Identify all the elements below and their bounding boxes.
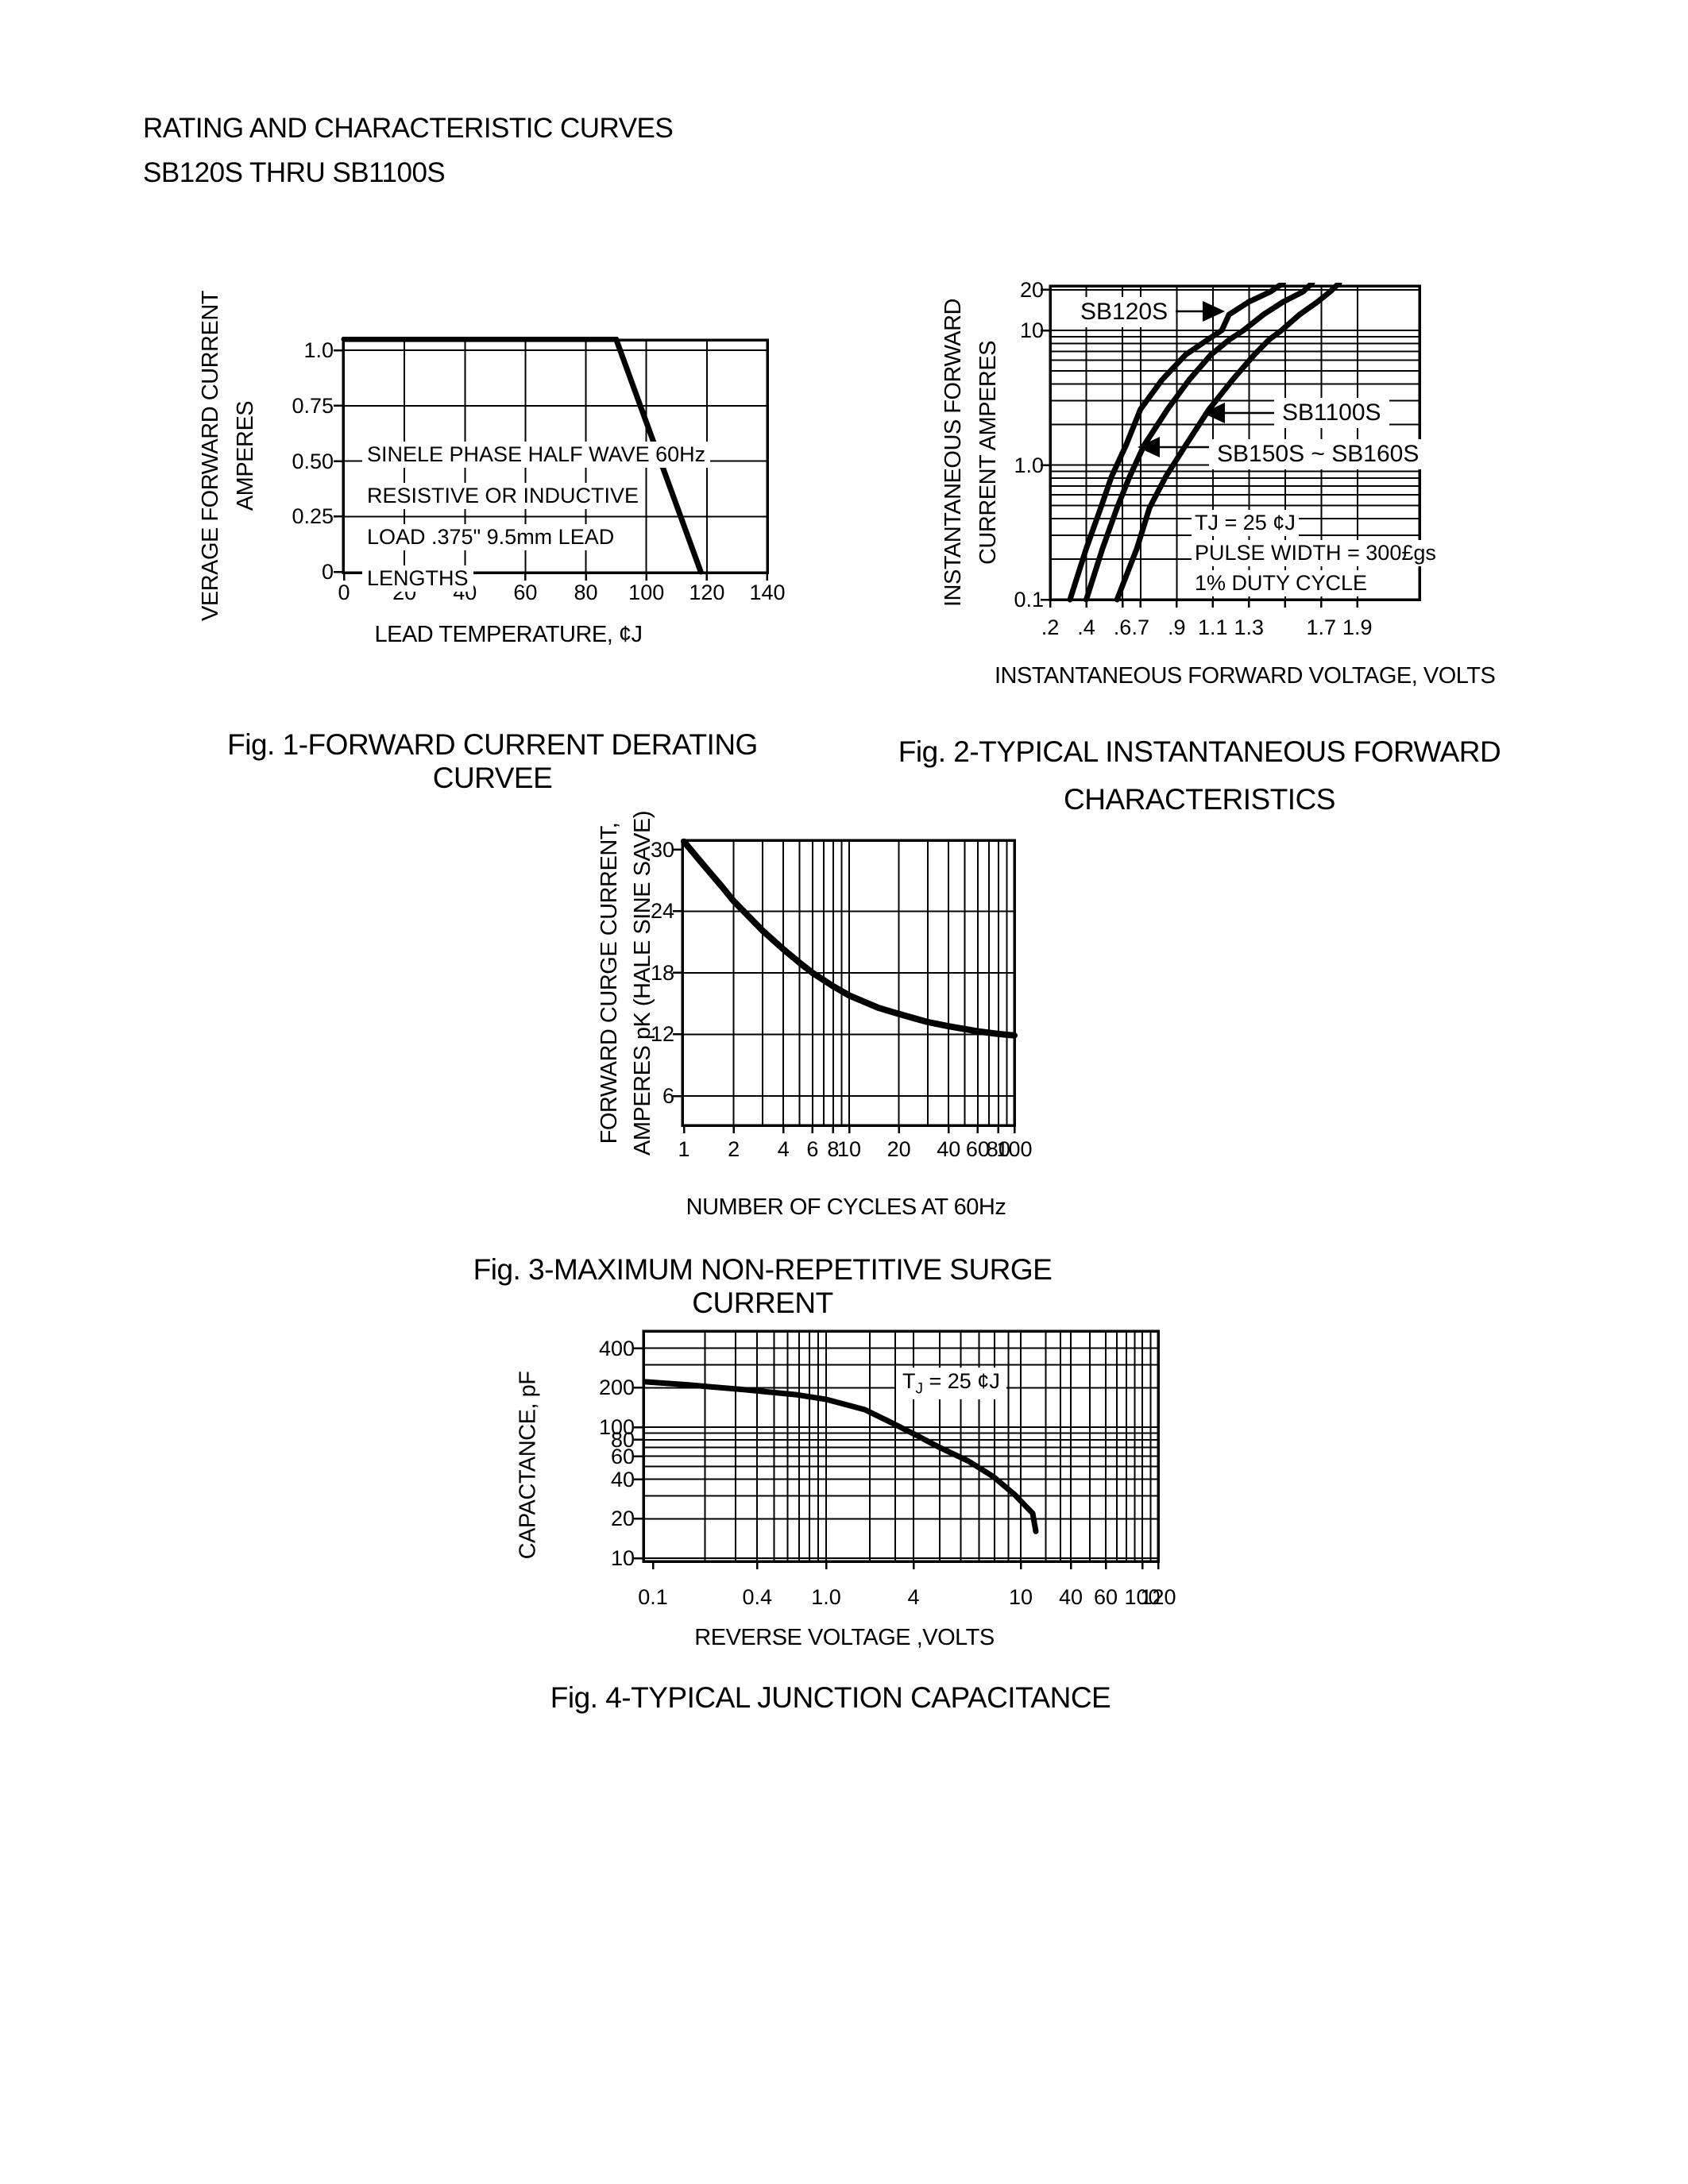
fig4-caption: Fig. 4-TYPICAL JUNCTION CAPACITANCE bbox=[550, 1681, 1111, 1714]
page-subtitle: SB120S THRU SB1100S bbox=[143, 157, 446, 188]
curve-junction-capacitance bbox=[642, 1379, 1039, 1534]
fig2-caption: Fig. 2-TYPICAL INSTANTANEOUS FORWARD CHA… bbox=[898, 735, 1501, 816]
curve-surge-current bbox=[681, 838, 1018, 1039]
figure-4-plot bbox=[634, 1329, 1160, 1569]
arrowhead-icon bbox=[1203, 301, 1225, 322]
fig2-curve-label-sb120s: SB120S bbox=[1072, 297, 1176, 327]
fig1-x-axis-title: LEAD TEMPERATURE, ¢J bbox=[374, 622, 643, 647]
arrowhead-icon bbox=[1138, 437, 1160, 457]
fig2-x-axis-title: INSTANTANEOUS FORWARD VOLTAGE, VOLTS bbox=[995, 663, 1496, 689]
fig1-caption: Fig. 1-FORWARD CURRENT DERATING CURVEE bbox=[227, 728, 758, 794]
fig3-x-axis-title: NUMBER OF CYCLES AT 60Hz bbox=[686, 1194, 1006, 1220]
fig2-curve-label-sb1100s: SB1100S bbox=[1274, 398, 1389, 428]
page-title: RATING AND CHARACTERISTIC CURVES bbox=[143, 113, 674, 144]
figure-2-plot bbox=[1041, 283, 1421, 608]
fig2-y-axis-title: INSTANTANEOUS FORWARD CURRENT AMPERES bbox=[941, 299, 1001, 607]
curve-derating-curve bbox=[341, 337, 704, 575]
curve-SB150S ~ SB160S bbox=[1083, 283, 1315, 603]
arrowhead-icon bbox=[1203, 403, 1225, 423]
fig3-caption: Fig. 3-MAXIMUM NON-REPETITIVE SURGE CURR… bbox=[473, 1253, 1053, 1319]
curve-SB120S bbox=[1067, 283, 1286, 603]
fig4-y-axis-title: CAPACTANCE, pF bbox=[515, 1371, 541, 1560]
fig2-curve-label-sb150s-sb160s: SB150S ~ SB160S bbox=[1209, 439, 1427, 469]
fig3-y-axis-title: FORWARD CURGE CURRENT, AMPERES pK (HALE … bbox=[597, 811, 655, 1156]
curve-SB1100S bbox=[1114, 283, 1342, 603]
fig4-annotation: TJ = 25 ¢J bbox=[896, 1368, 1006, 1400]
fig1-y-axis-title: VERAGE FORWARD CURRENT AMPERES bbox=[198, 291, 258, 621]
fig2-annotation: TJ = 25 ¢J PULSE WIDTH = 300£gs 1% DUTY … bbox=[1192, 510, 1439, 600]
figure-3-plot bbox=[673, 838, 1018, 1133]
fig4-x-axis-title: REVERSE VOLTAGE ,VOLTS bbox=[694, 1625, 995, 1650]
fig1-annotation: SINELE PHASE HALF WAVE 60Hz RESISTIVE OR… bbox=[362, 442, 711, 607]
